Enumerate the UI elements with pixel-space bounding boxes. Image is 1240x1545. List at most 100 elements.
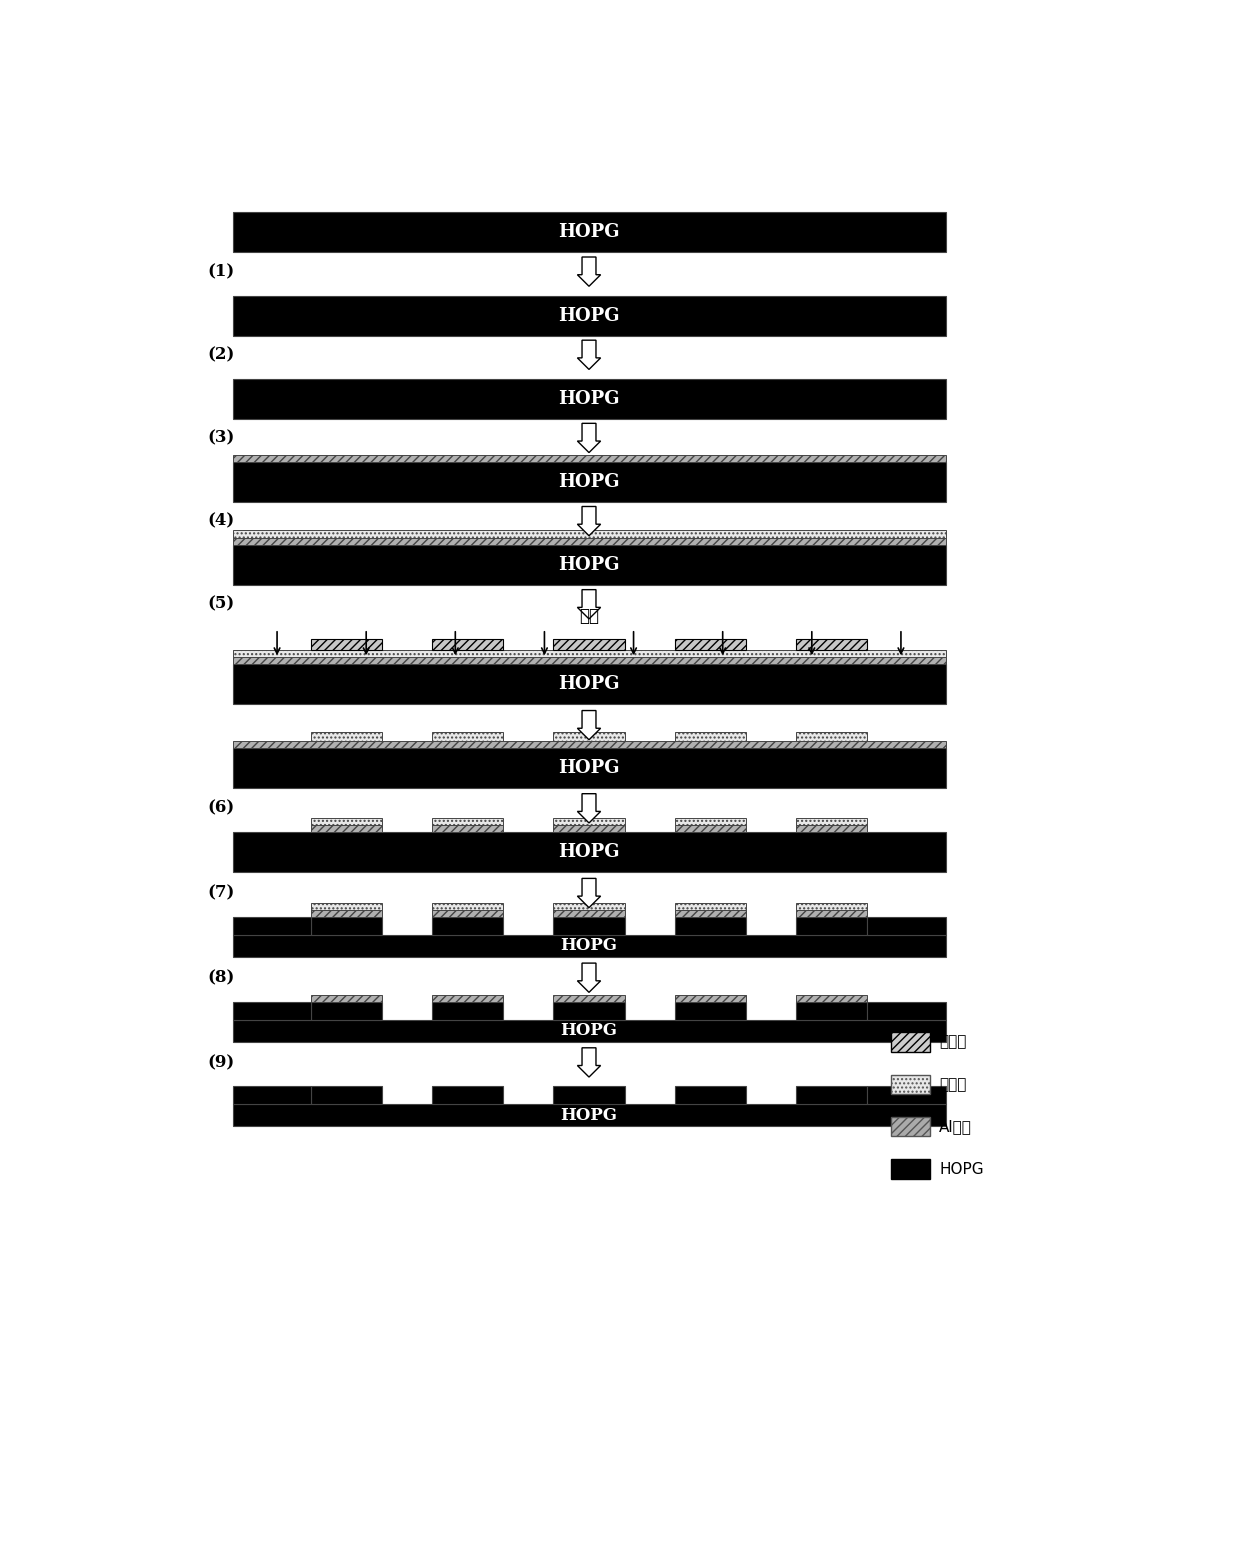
Bar xyxy=(233,658,945,664)
Text: (8): (8) xyxy=(207,969,234,986)
Bar xyxy=(432,1001,503,1020)
Bar xyxy=(675,1001,745,1020)
Bar xyxy=(796,995,867,1001)
Bar xyxy=(675,995,745,1001)
Bar xyxy=(675,825,745,833)
Bar xyxy=(796,1086,867,1105)
Bar xyxy=(432,732,503,740)
Bar xyxy=(553,910,625,916)
Text: HOPG: HOPG xyxy=(558,844,620,861)
Text: HOPG: HOPG xyxy=(560,1106,618,1123)
Bar xyxy=(311,902,382,910)
Bar xyxy=(796,1001,867,1020)
Text: (4): (4) xyxy=(207,513,234,530)
Bar xyxy=(311,825,382,833)
Text: HOPG: HOPG xyxy=(558,389,620,408)
Text: 掩膜板: 掩膜板 xyxy=(940,1035,967,1049)
Bar xyxy=(553,995,625,1001)
FancyArrow shape xyxy=(578,423,600,453)
Bar xyxy=(233,650,945,658)
Text: (1): (1) xyxy=(207,263,234,280)
Bar xyxy=(796,640,867,650)
Bar xyxy=(233,295,945,335)
Bar xyxy=(553,732,625,740)
Text: HOPG: HOPG xyxy=(558,759,620,777)
Bar xyxy=(233,545,945,586)
Bar xyxy=(675,910,745,916)
Text: HOPG: HOPG xyxy=(560,938,618,955)
Bar xyxy=(675,1086,745,1105)
Bar xyxy=(553,916,625,935)
Bar xyxy=(553,1086,625,1105)
Bar xyxy=(432,817,503,825)
Bar xyxy=(311,1086,382,1105)
FancyArrow shape xyxy=(578,1048,600,1077)
Text: HOPG: HOPG xyxy=(558,675,620,694)
Bar xyxy=(233,462,945,502)
Bar xyxy=(233,935,945,956)
Text: HOPG: HOPG xyxy=(558,556,620,575)
FancyArrow shape xyxy=(578,711,600,740)
Bar xyxy=(311,995,382,1001)
Bar xyxy=(233,1001,311,1020)
Bar xyxy=(432,995,503,1001)
Bar xyxy=(233,1105,945,1126)
Bar xyxy=(675,916,745,935)
Text: Al薄膜: Al薄膜 xyxy=(940,1119,972,1134)
Text: HOPG: HOPG xyxy=(558,224,620,241)
Bar xyxy=(675,732,745,740)
Text: 光刻胶: 光刻胶 xyxy=(940,1077,967,1092)
Bar xyxy=(892,1075,930,1094)
Bar xyxy=(867,1001,945,1020)
Text: (3): (3) xyxy=(207,430,234,447)
Bar xyxy=(796,817,867,825)
FancyArrow shape xyxy=(578,963,600,992)
FancyArrow shape xyxy=(578,590,600,620)
Bar xyxy=(233,833,945,873)
Bar xyxy=(311,640,382,650)
Bar xyxy=(311,817,382,825)
Bar xyxy=(311,910,382,916)
Text: HOPG: HOPG xyxy=(558,306,620,324)
Bar xyxy=(432,910,503,916)
Bar xyxy=(892,1159,930,1179)
FancyArrow shape xyxy=(578,794,600,823)
Bar xyxy=(233,1086,311,1105)
Bar xyxy=(233,530,945,538)
Text: (7): (7) xyxy=(207,885,234,902)
Bar xyxy=(796,902,867,910)
Bar xyxy=(233,1020,945,1041)
Bar xyxy=(233,379,945,419)
Bar xyxy=(675,817,745,825)
Text: 光源: 光源 xyxy=(579,607,599,626)
Text: (9): (9) xyxy=(207,1054,234,1071)
Text: HOPG: HOPG xyxy=(560,1023,618,1040)
Text: (6): (6) xyxy=(207,800,234,817)
Bar xyxy=(311,916,382,935)
Text: (5): (5) xyxy=(207,596,234,613)
Bar xyxy=(867,916,945,935)
Bar xyxy=(311,732,382,740)
Bar xyxy=(675,640,745,650)
Bar xyxy=(796,732,867,740)
Bar xyxy=(233,454,945,462)
Bar xyxy=(233,538,945,545)
Bar xyxy=(892,1117,930,1137)
Bar xyxy=(892,1032,930,1052)
Bar xyxy=(233,740,945,748)
Text: (2): (2) xyxy=(207,346,234,363)
FancyArrow shape xyxy=(578,256,600,286)
Text: HOPG: HOPG xyxy=(558,473,620,491)
Bar xyxy=(553,825,625,833)
Text: HOPG: HOPG xyxy=(940,1162,983,1177)
Bar xyxy=(796,910,867,916)
Bar xyxy=(796,825,867,833)
Bar xyxy=(553,817,625,825)
Bar xyxy=(233,212,945,252)
Bar xyxy=(432,1086,503,1105)
Bar xyxy=(432,916,503,935)
Bar xyxy=(432,902,503,910)
Bar xyxy=(867,1086,945,1105)
Bar xyxy=(675,902,745,910)
FancyArrow shape xyxy=(578,507,600,536)
